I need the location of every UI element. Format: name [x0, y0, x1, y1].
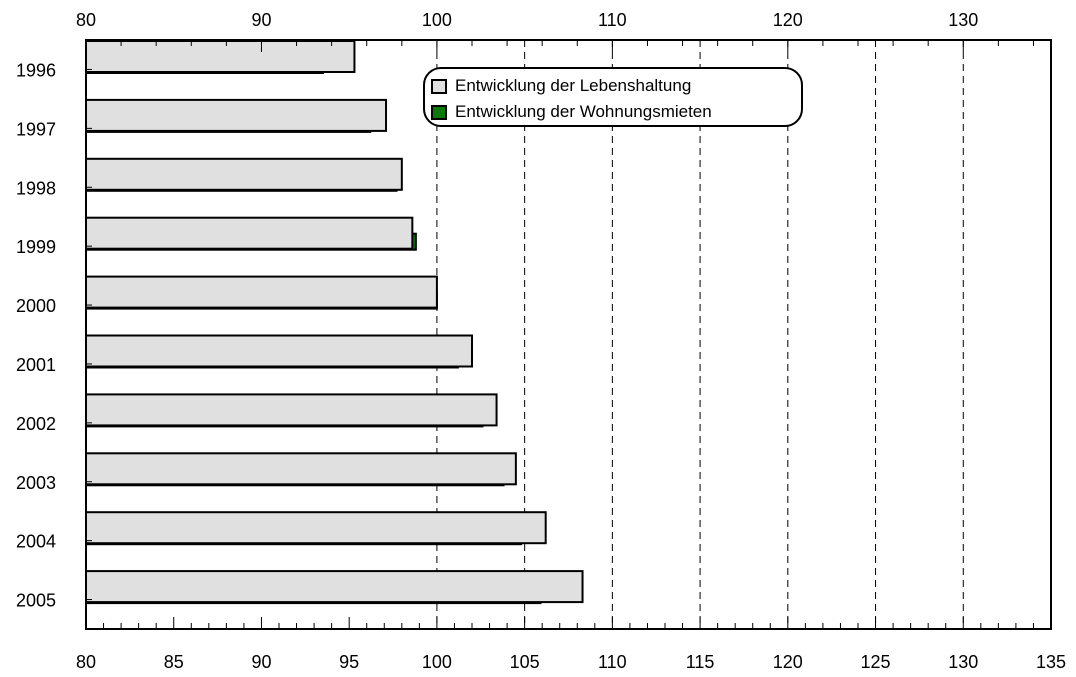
- x-bottom-tick-label-85: 85: [164, 652, 184, 672]
- y-tick-label-2002: 2002: [16, 414, 56, 434]
- legend-swatch-lebenshaltung: [431, 78, 447, 94]
- x-top-tick-label-120: 120: [773, 10, 803, 30]
- x-bottom-tick-label-95: 95: [339, 652, 359, 672]
- bar-lebenshaltung-2004: [85, 511, 547, 545]
- x-top-tick-label-90: 90: [251, 10, 271, 30]
- x-bottom-tick-label-120: 120: [773, 652, 803, 672]
- y-tick-label-2004: 2004: [16, 532, 56, 552]
- y-tick-label-1997: 1997: [16, 119, 56, 139]
- bar-lebenshaltung-2001: [85, 334, 473, 368]
- legend-item-lebenshaltung: Entwicklung der Lebenshaltung: [431, 74, 691, 98]
- legend-label-lebenshaltung: Entwicklung der Lebenshaltung: [455, 76, 692, 95]
- x-top-tick-label-100: 100: [422, 10, 452, 30]
- bar-lebenshaltung-1999: [85, 216, 414, 250]
- legend-swatch-wohnungsmieten: [431, 104, 447, 120]
- x-bottom-tick-label-90: 90: [251, 652, 271, 672]
- bar-lebenshaltung-2005: [85, 570, 584, 604]
- x-bottom-tick-label-135: 135: [1036, 652, 1066, 672]
- x-bottom-tick-label-125: 125: [861, 652, 891, 672]
- bar-lebenshaltung-2002: [85, 393, 498, 427]
- x-bottom-tick-label-110: 110: [598, 652, 627, 672]
- x-top-tick-label-110: 110: [598, 10, 627, 30]
- bars: [85, 40, 584, 605]
- grid-lines: [436, 40, 964, 629]
- x-bottom-tick-label-115: 115: [686, 652, 715, 672]
- bar-lebenshaltung-2003: [85, 452, 517, 486]
- legend-label-wohnungsmieten: Entwicklung der Wohnungsmieten: [455, 102, 712, 121]
- y-tick-label-2001: 2001: [16, 355, 56, 375]
- y-tick-label-1996: 1996: [16, 60, 56, 80]
- bar-lebenshaltung-1998: [85, 157, 403, 191]
- x-bottom-tick-label-100: 100: [422, 652, 452, 672]
- axis-labels: 1996 1997 1998 1999 2000 2001 2002 2003 2004 2005…: [16, 10, 1066, 672]
- x-bottom-tick-label-80: 80: [76, 652, 96, 672]
- x-top-tick-label-130: 130: [948, 10, 978, 30]
- axis-ticks: [85, 40, 1052, 629]
- x-bottom-tick-label-130: 130: [948, 652, 978, 672]
- legend-item-wohnungsmieten: Entwicklung der Wohnungsmieten: [431, 100, 712, 124]
- x-bottom-tick-label-105: 105: [510, 652, 540, 672]
- y-tick-label-2005: 2005: [16, 591, 56, 611]
- bar-lebenshaltung-1996: [85, 40, 356, 73]
- y-tick-label-2003: 2003: [16, 473, 56, 493]
- bar-lebenshaltung-1997: [85, 98, 388, 132]
- bar-lebenshaltung-2000: [85, 275, 438, 309]
- legend: Entwicklung der Lebenshaltung Entwicklun…: [423, 67, 803, 127]
- y-tick-label-1999: 1999: [16, 237, 56, 257]
- y-tick-label-2000: 2000: [16, 296, 56, 316]
- y-tick-label-1998: 1998: [16, 178, 56, 198]
- plot-frame: [85, 39, 1052, 630]
- x-top-tick-label-80: 80: [76, 10, 96, 30]
